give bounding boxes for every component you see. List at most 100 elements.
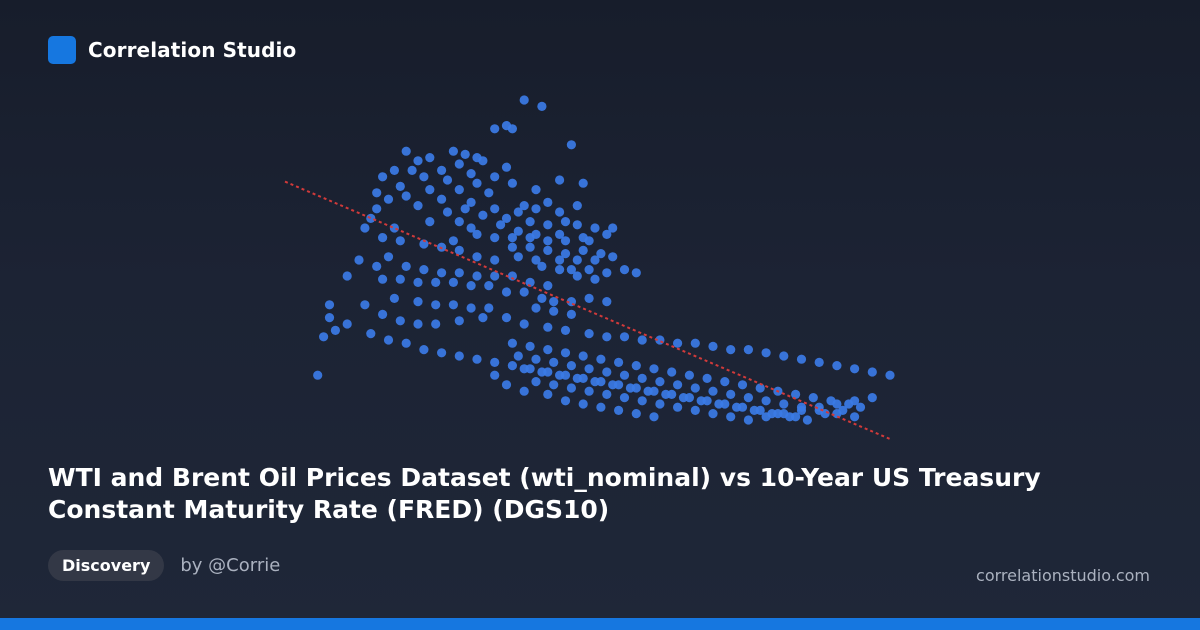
data-point — [779, 409, 789, 419]
data-point — [490, 370, 500, 380]
data-point — [490, 204, 500, 214]
data-point — [566, 309, 577, 319]
data-point — [596, 354, 606, 364]
data-point — [578, 351, 588, 361]
data-point — [360, 300, 370, 310]
data-point — [519, 287, 529, 297]
data-point — [395, 181, 405, 191]
data-point — [560, 348, 571, 358]
data-point — [507, 242, 517, 252]
data-point — [437, 194, 447, 204]
data-point — [779, 351, 789, 361]
data-point — [442, 175, 453, 185]
data-point — [555, 255, 565, 265]
data-point — [619, 370, 630, 380]
data-point — [708, 409, 718, 419]
data-point — [543, 220, 553, 230]
data-point — [525, 277, 535, 287]
data-point — [761, 412, 771, 422]
data-point — [649, 412, 659, 422]
data-point — [850, 396, 860, 406]
data-point — [690, 405, 700, 415]
data-point — [625, 383, 636, 393]
data-point — [560, 236, 571, 246]
data-point — [572, 373, 582, 383]
data-point — [684, 370, 695, 380]
data-point — [490, 255, 500, 265]
data-point — [525, 341, 535, 351]
data-point — [448, 236, 458, 246]
data-point — [507, 271, 517, 281]
data-point — [454, 351, 464, 361]
data-point — [519, 386, 529, 396]
data-point — [590, 377, 600, 387]
data-point — [678, 393, 689, 403]
data-point — [383, 252, 394, 262]
data-point — [513, 351, 523, 361]
data-point — [383, 194, 394, 204]
data-point — [472, 252, 482, 262]
data-point — [413, 319, 423, 329]
data-point — [389, 165, 399, 175]
data-point — [602, 268, 612, 278]
data-point — [761, 348, 771, 358]
data-point — [431, 300, 441, 310]
data-point — [395, 316, 405, 326]
data-point — [360, 223, 370, 233]
data-point — [519, 95, 529, 105]
data-point — [649, 364, 659, 374]
data-point — [372, 261, 382, 271]
data-point — [395, 236, 405, 246]
data-point — [549, 306, 559, 316]
category-badge[interactable]: Discovery — [48, 550, 165, 581]
data-point — [484, 303, 494, 313]
data-point — [596, 249, 606, 259]
data-point — [437, 165, 447, 175]
data-point — [478, 156, 488, 166]
data-point — [808, 393, 818, 403]
data-point — [378, 274, 388, 284]
data-point — [501, 313, 512, 323]
data-point — [401, 191, 411, 201]
data-point — [602, 229, 612, 239]
brand-name: Correlation Studio — [88, 38, 297, 62]
data-point — [466, 169, 476, 179]
data-point — [566, 383, 577, 393]
data-point — [566, 361, 577, 371]
data-point — [501, 213, 512, 223]
data-point — [448, 146, 458, 156]
accent-bar — [0, 618, 1200, 630]
data-point — [543, 236, 553, 246]
data-point — [832, 361, 842, 371]
data-point — [584, 265, 594, 275]
data-point — [584, 293, 594, 303]
data-point — [578, 178, 588, 188]
data-point — [513, 226, 523, 236]
data-point — [442, 207, 453, 217]
data-point — [867, 393, 877, 403]
site-url[interactable]: correlationstudio.com — [976, 566, 1150, 585]
data-point — [330, 325, 340, 335]
data-point — [413, 201, 423, 211]
data-point — [619, 393, 630, 403]
data-point — [690, 338, 700, 348]
data-point — [572, 220, 582, 230]
data-point — [537, 293, 547, 303]
data-point — [726, 412, 736, 422]
data-point — [472, 178, 482, 188]
data-point — [419, 345, 429, 355]
data-point — [608, 223, 618, 233]
data-point — [466, 303, 476, 313]
data-point — [496, 220, 506, 230]
data-point — [507, 338, 517, 348]
data-point — [749, 405, 759, 415]
data-point — [584, 364, 594, 374]
data-point — [543, 197, 553, 207]
data-point — [572, 255, 582, 265]
data-point — [419, 172, 429, 182]
data-point — [383, 335, 394, 345]
logo-mark — [48, 36, 76, 64]
data-point — [673, 380, 683, 390]
data-point — [519, 201, 529, 211]
data-point — [466, 223, 476, 233]
